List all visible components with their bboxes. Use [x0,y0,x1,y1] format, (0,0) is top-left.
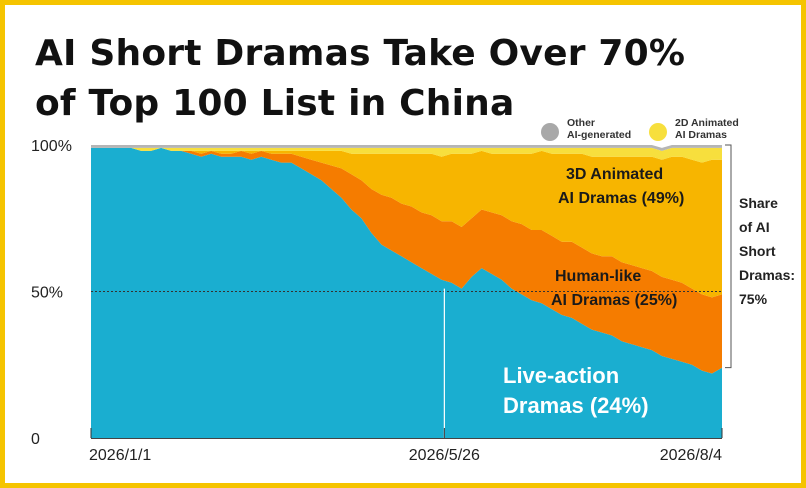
area-label-3d-animated-line-2: AI Dramas (49%) [558,190,684,207]
area-series-3d-animated [91,147,722,298]
chart-legend: Other AI-generated 2D Animated AI Dramas [541,117,801,147]
legend-label-other-ai-line-2: AI-generated [567,129,632,141]
area-series-2d-animated [91,147,722,163]
area-label-live-action-line-1: Live-action [503,363,619,388]
area-label-human-like-line-2: AI Dramas (25%) [551,292,677,309]
stacked-area-chart: 100% 50% 0 2026/1/1 2026/5/26 2026/8/4 Live-ac… [31,138,732,464]
chart-title-line-2: of Top 100 List in China [35,83,515,124]
area-series-human-like [91,147,722,374]
ai-share-annotation-line-2: of AI [739,219,770,235]
x-tick-label-2: 2026/8/4 [660,447,722,464]
legend-label-2d-animated: 2D Animated AI Dramas [675,117,739,141]
area-label-3d-animated-line-1: 3D Animated [566,166,663,183]
legend-label-2d-animated-line-1: 2D Animated [675,117,739,129]
area-series-live-action [91,147,722,438]
legend-label-other-ai: Other AI-generated [567,117,631,141]
x-tick-label-1: 2026/5/26 [409,447,480,464]
y-tick-label-1: 50% [31,285,63,302]
ai-share-annotation: Share of AI Short Dramas: 75% [739,191,803,311]
chart-title: AI Short Dramas Take Over 70% of Top 100… [35,29,686,129]
chart-title-line-1: AI Short Dramas Take Over 70% [35,33,686,74]
ai-share-annotation-line-4: Dramas: [739,267,796,283]
legend-label-other-ai-line-1: Other [567,117,596,129]
area-label-live-action-line-2: Dramas (24%) [503,393,649,418]
ai-share-annotation-line-3: Short [739,243,776,259]
ai-share-annotation-line-5: 75% [739,291,768,307]
area-series-other-ai [91,145,722,151]
y-tick-label-0: 100% [31,138,72,155]
ai-share-bracket [725,144,732,369]
y-tick-label-2: 0 [31,431,40,448]
area-label-human-like-line-1: Human-like [555,268,641,285]
legend-swatch-other-ai [541,123,559,141]
legend-label-2d-animated-line-2: AI Dramas [675,129,727,141]
x-tick-label-0: 2026/1/1 [89,447,151,464]
ai-share-annotation-line-1: Share [739,195,778,211]
legend-swatch-2d-animated [649,123,667,141]
